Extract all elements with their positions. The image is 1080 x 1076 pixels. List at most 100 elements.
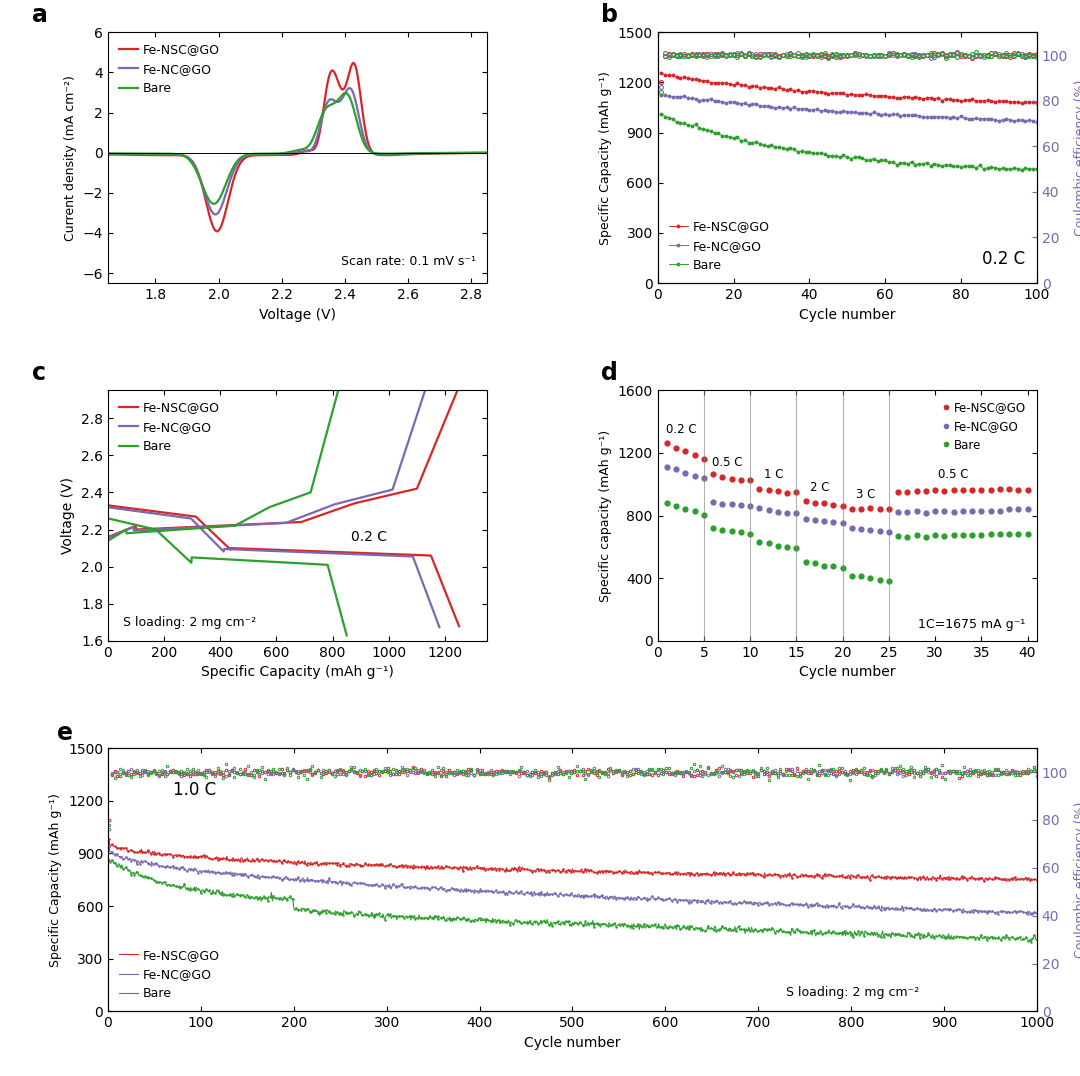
Text: Scan rate: 0.1 mV s⁻¹: Scan rate: 0.1 mV s⁻¹: [340, 255, 475, 268]
Bare: [864, 571, 877, 584]
Fe-NC@GO: [1000, 113, 1013, 126]
Bare: [994, 528, 1007, 541]
X-axis label: Voltage (V): Voltage (V): [259, 308, 336, 322]
Y-axis label: Specific capacity (mAh g⁻¹): Specific capacity (mAh g⁻¹): [599, 429, 612, 601]
Bare: [753, 536, 766, 549]
Fe-NC@GO: [679, 466, 692, 479]
Fe-NC@GO: [836, 518, 849, 530]
Fe-NSC@GO: [846, 502, 859, 515]
Fe-NSC@GO: [286, 148, 299, 161]
Fe-NSC@GO: [1011, 96, 1024, 109]
Fe-NSC@GO: [901, 485, 914, 498]
Fe-NC@GO: [994, 504, 1007, 516]
Legend: Fe-NSC@GO, Fe-NC@GO, Bare: Fe-NSC@GO, Fe-NC@GO, Bare: [664, 215, 774, 277]
Text: c: c: [32, 362, 46, 385]
Fe-NSC@GO: [716, 470, 729, 483]
Fe-NC@GO: [873, 524, 886, 537]
Fe-NC@GO: [771, 506, 784, 519]
Bare: [470, 146, 483, 159]
Fe-NSC@GO: [727, 79, 740, 91]
Line: Bare: Bare: [109, 860, 1037, 943]
Fe-NC@GO: [302, 546, 315, 558]
Fe-NC@GO: [919, 507, 932, 520]
Fe-NSC@GO: [762, 484, 775, 497]
Fe-NC@GO: [734, 498, 747, 511]
Bare: [947, 529, 960, 542]
Fe-NC@GO: [984, 505, 997, 518]
Fe-NSC@GO: [368, 547, 381, 560]
Fe-NC@GO: [849, 105, 862, 118]
Fe-NC@GO: [103, 840, 116, 853]
Bare: [966, 528, 978, 541]
Fe-NC@GO: [727, 96, 740, 109]
Fe-NSC@GO: [929, 483, 942, 496]
Bare: [246, 554, 259, 567]
Fe-NSC@GO: [1030, 96, 1043, 109]
Legend: Fe-NSC@GO, Fe-NC@GO, Bare: Fe-NSC@GO, Fe-NC@GO, Bare: [114, 944, 225, 1005]
Fe-NSC@GO: [661, 437, 674, 450]
Bare: [741, 923, 754, 936]
Text: d: d: [600, 362, 618, 385]
Fe-NC@GO: [929, 505, 942, 518]
Bare: [929, 528, 942, 541]
Fe-NC@GO: [781, 507, 794, 520]
Fe-NC@GO: [826, 900, 839, 912]
Fe-NSC@GO: [123, 501, 136, 514]
Bare: [716, 523, 729, 536]
Bare: [512, 915, 525, 928]
Fe-NSC@GO: [1000, 95, 1013, 108]
Line: Fe-NSC@GO: Fe-NSC@GO: [108, 63, 487, 231]
Fe-NC@GO: [286, 146, 299, 159]
Text: 0.2 C: 0.2 C: [983, 250, 1025, 268]
Fe-NSC@GO: [698, 453, 711, 466]
Fe-NSC@GO: [102, 148, 114, 161]
Fe-NSC@GO: [975, 484, 988, 497]
X-axis label: Specific Capacity (mAh g⁻¹): Specific Capacity (mAh g⁻¹): [201, 665, 394, 679]
Bare: [725, 525, 738, 538]
Fe-NC@GO: [842, 903, 855, 916]
Legend: Fe-NSC@GO, Fe-NC@GO, Bare: Fe-NSC@GO, Fe-NC@GO, Bare: [114, 396, 225, 458]
Y-axis label: Voltage (V): Voltage (V): [62, 477, 76, 554]
Fe-NC@GO: [433, 621, 446, 634]
Fe-NC@GO: [827, 515, 840, 528]
Fe-NSC@GO: [864, 502, 877, 515]
Text: e: e: [57, 721, 73, 746]
Line: Fe-NSC@GO: Fe-NSC@GO: [660, 71, 1039, 105]
Fe-NC@GO: [966, 505, 978, 518]
Legend: Fe-NSC@GO, Fe-NC@GO, Bare: Fe-NSC@GO, Fe-NC@GO, Bare: [936, 396, 1031, 456]
Fe-NSC@GO: [873, 502, 886, 515]
Fe-NC@GO: [947, 506, 960, 519]
Bare: [849, 151, 862, 164]
Fe-NC@GO: [511, 888, 524, 901]
Line: Fe-NSC@GO: Fe-NSC@GO: [109, 839, 1037, 882]
Fe-NC@GO: [937, 505, 950, 518]
Bare: [117, 515, 130, 528]
Fe-NC@GO: [470, 146, 483, 159]
Bare: [910, 529, 923, 542]
Fe-NSC@GO: [679, 444, 692, 457]
Text: 1 C: 1 C: [764, 468, 783, 481]
Text: 0.5 C: 0.5 C: [712, 455, 742, 468]
Fe-NC@GO: [846, 522, 859, 535]
Fe-NSC@GO: [1030, 874, 1043, 887]
Fe-NSC@GO: [919, 484, 932, 497]
Bare: [670, 500, 683, 513]
Bare: [846, 569, 859, 582]
Fe-NSC@GO: [937, 485, 950, 498]
Fe-NC@GO: [102, 147, 114, 160]
Fe-NC@GO: [910, 505, 923, 518]
Bare: [727, 131, 740, 144]
Bare: [339, 87, 352, 100]
Fe-NSC@GO: [103, 833, 116, 846]
Bare: [240, 554, 253, 567]
Fe-NSC@GO: [826, 869, 839, 882]
Y-axis label: Coulombic efficiency (%): Coulombic efficiency (%): [1074, 802, 1080, 958]
Bare: [879, 154, 892, 167]
Fe-NSC@GO: [404, 549, 417, 562]
Fe-NSC@GO: [325, 546, 338, 558]
Bare: [286, 145, 299, 158]
Fe-NC@GO: [477, 884, 490, 897]
Fe-NC@GO: [762, 504, 775, 516]
Fe-NC@GO: [102, 500, 114, 513]
Fe-NSC@GO: [742, 80, 755, 93]
